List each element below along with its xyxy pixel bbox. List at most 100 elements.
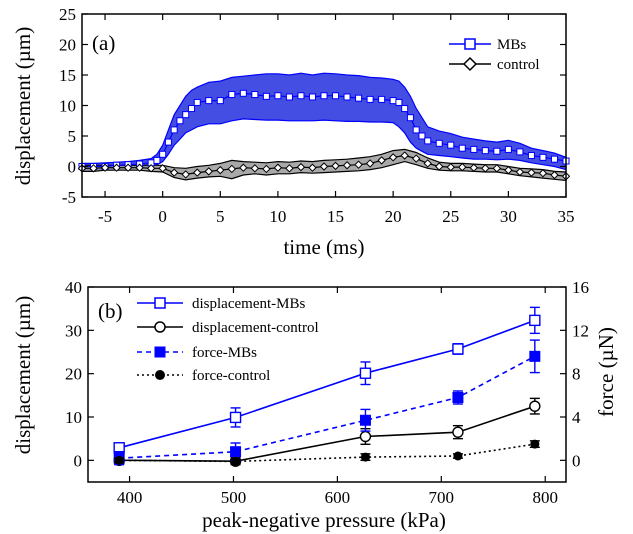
- point-force-MBs: [452, 392, 464, 403]
- point-mbs: [274, 92, 282, 100]
- b-ytick-label: 20: [65, 365, 82, 384]
- point-mbs: [401, 105, 409, 113]
- point-force-control: [530, 439, 540, 449]
- point-mbs: [159, 150, 167, 158]
- point-mbs: [182, 111, 190, 119]
- b-xtick-label: 400: [117, 488, 143, 507]
- point-control: [388, 153, 398, 162]
- point-displacement-control: [529, 400, 541, 412]
- point-control: [296, 162, 306, 172]
- point-control: [204, 167, 213, 176]
- a-xtick-label: 20: [385, 207, 402, 226]
- point-control: [239, 163, 248, 172]
- point-mbs: [164, 138, 172, 146]
- point-displacement-MBs: [452, 343, 464, 355]
- point-control: [481, 164, 490, 173]
- point-control: [181, 170, 190, 179]
- point-mbs: [320, 92, 328, 100]
- line-force-control: [119, 443, 535, 463]
- point-mbs: [504, 145, 512, 153]
- legend-b-dmbs-marker: [154, 297, 166, 309]
- point-mbs: [239, 89, 247, 97]
- b-xtick-label: 500: [221, 488, 247, 507]
- point-control: [458, 162, 467, 172]
- b-ytick-label: 40: [65, 278, 82, 297]
- point-control: [527, 168, 536, 177]
- point-control: [273, 163, 283, 172]
- point-control: [112, 163, 121, 172]
- point-control: [193, 168, 202, 177]
- legend-b-dmbs-text: displacement-MBs: [192, 296, 305, 312]
- panel-b-legend: displacement-MBs displacement-control fo…: [137, 296, 319, 384]
- point-force-MBs: [529, 350, 541, 362]
- point-mbs: [262, 92, 270, 100]
- b-ytick-right-label: 0: [572, 451, 581, 470]
- panel-a-xlabel: time (ms): [283, 235, 364, 259]
- point-control: [411, 154, 421, 163]
- legend-a-control-text: control: [497, 57, 540, 73]
- point-control: [377, 156, 386, 165]
- point-mbs: [389, 97, 397, 105]
- point-mbs: [424, 137, 432, 145]
- b-ytick-right-label: 12: [572, 321, 589, 340]
- b-ytick-label: 0: [74, 451, 83, 470]
- b-ytick-label: 10: [65, 408, 82, 427]
- point-control: [308, 163, 317, 172]
- point-control: [158, 164, 167, 173]
- legend-a-control-marker: [462, 56, 478, 72]
- a-xtick-label: 35: [558, 207, 575, 226]
- panel-b-markers: [113, 306, 541, 467]
- b-xtick-label: 700: [429, 488, 455, 507]
- point-mbs: [527, 152, 535, 160]
- panel-a-ylabel: displacement (µm): [11, 27, 35, 185]
- point-control: [285, 164, 294, 173]
- point-mbs: [412, 126, 420, 134]
- point-displacement-control: [452, 426, 464, 438]
- point-mbs: [176, 117, 184, 125]
- point-mbs: [308, 93, 316, 101]
- panel-b-ylabel: displacement (µm): [11, 296, 35, 454]
- point-control: [492, 164, 502, 173]
- point-mbs: [458, 144, 466, 152]
- point-mbs: [378, 95, 386, 103]
- point-mbs: [435, 139, 443, 147]
- point-mbs: [297, 92, 305, 100]
- point-mbs: [170, 126, 178, 134]
- a-ytick-label: 15: [59, 66, 76, 85]
- point-force-control: [360, 452, 370, 462]
- point-force-control: [453, 451, 463, 461]
- point-control: [435, 162, 444, 171]
- point-mbs: [493, 147, 501, 155]
- point-mbs: [395, 98, 403, 106]
- b-ytick-label: 30: [65, 321, 82, 340]
- a-ytick-label: 20: [59, 36, 76, 55]
- point-control: [400, 151, 409, 160]
- panel-b-label: (b): [98, 299, 123, 323]
- point-displacement-MBs: [359, 367, 372, 379]
- point-mbs: [187, 105, 195, 113]
- legend-a-mbs-marker: [464, 38, 476, 50]
- panel-a-label: (a): [92, 31, 115, 55]
- point-control: [515, 167, 525, 177]
- panel-a: -5 0 5 10 15 20 25 30 35 -5 0 5 10 15 20 25 (a) time (m…: [11, 5, 575, 259]
- a-ytick-label: 0: [68, 158, 77, 177]
- a-ytick-label: -5: [62, 188, 76, 207]
- point-control: [446, 162, 455, 172]
- panel-a-legend: MBs control: [449, 37, 540, 73]
- point-mbs: [406, 114, 414, 122]
- point-control: [262, 164, 271, 174]
- point-mbs: [205, 97, 213, 105]
- point-mbs: [481, 147, 489, 155]
- panel-b-ylabel-right: force (µN): [594, 327, 618, 417]
- point-mbs: [366, 95, 374, 103]
- a-ytick-label: 10: [59, 97, 76, 116]
- point-control: [342, 161, 352, 170]
- point-control: [469, 163, 479, 172]
- point-control: [319, 162, 329, 171]
- legend-b-fmbs-marker: [154, 346, 166, 358]
- panel-a-markers: [77, 89, 571, 181]
- a-ytick-label: 25: [59, 5, 76, 24]
- legend-b-dctrl-text: displacement-control: [192, 320, 319, 336]
- panel-b-frame: [87, 286, 567, 483]
